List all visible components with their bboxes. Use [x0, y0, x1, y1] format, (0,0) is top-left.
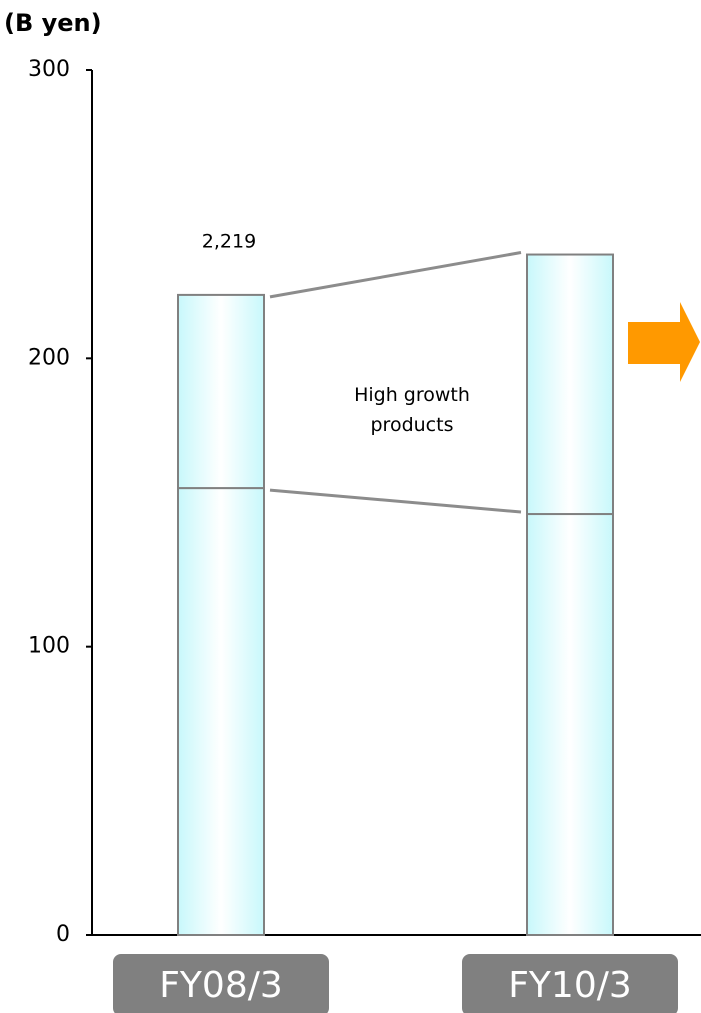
y-axis-title: (B yen) — [4, 9, 102, 37]
legend-label: High growth products — [354, 384, 470, 436]
category-box — [462, 954, 678, 1013]
legend-label-line: products — [371, 414, 454, 436]
bar-segment — [526, 253, 614, 516]
category-box — [113, 954, 329, 1013]
arrow-icon — [628, 302, 700, 382]
bar-segment — [177, 293, 265, 490]
y-tick-label: 0 — [56, 922, 70, 947]
bar-segment — [177, 487, 265, 936]
y-tick-label: 100 — [28, 634, 70, 659]
connector-line — [269, 251, 522, 299]
x-tick-label: FY08/3 — [159, 965, 283, 1006]
x-tick-label: FY10/3 — [508, 965, 632, 1006]
connector-line — [269, 488, 522, 514]
y-tick-label: 200 — [28, 345, 70, 370]
y-tick-label: 300 — [28, 57, 70, 82]
legend-label-line: High growth — [354, 384, 470, 406]
bar-segment — [526, 513, 614, 936]
annotation: 2,219 — [202, 231, 256, 253]
